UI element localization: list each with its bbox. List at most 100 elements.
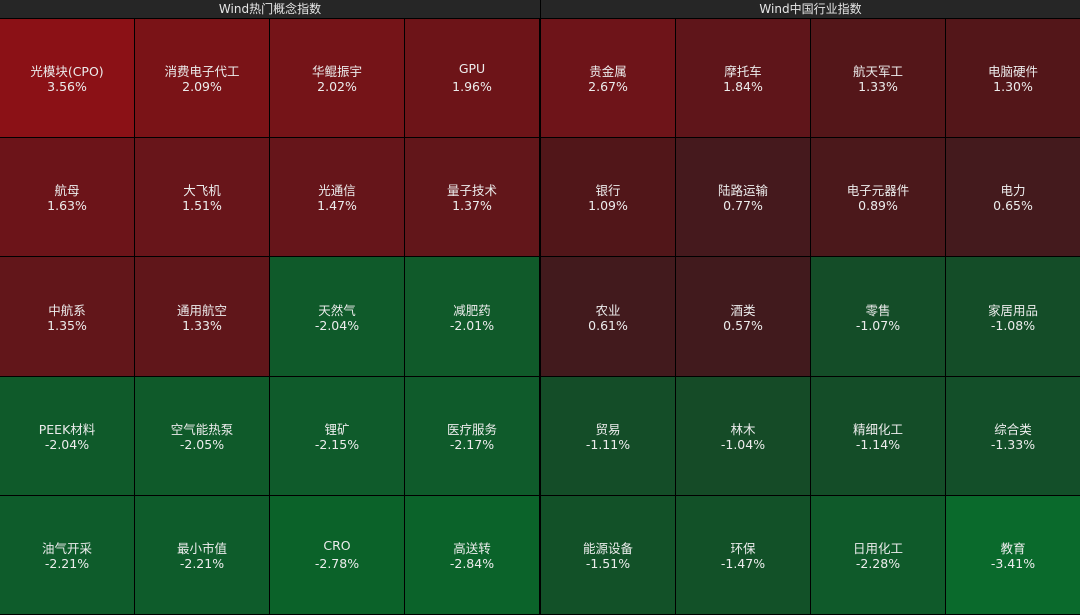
tile-name: 减肥药 <box>453 302 491 318</box>
tile-name: PEEK材料 <box>38 422 96 437</box>
tile-name: 中航系 <box>48 302 86 318</box>
tile-change: -2.15% <box>314 437 360 452</box>
tile-change: -1.14% <box>855 437 901 452</box>
heatmap-tile: 最小市值 -2.21% <box>135 496 270 615</box>
heatmap-tile: 光通信 1.47% <box>270 138 405 257</box>
tile-change: 0.61% <box>588 317 628 333</box>
heatmap-tile: 中航系 1.35% <box>0 257 135 377</box>
tile-change: 2.02% <box>317 79 357 94</box>
heatmap-tile: 锂矿 -2.15% <box>270 377 405 496</box>
heatmap-tile: 家居用品 -1.08% <box>946 257 1080 377</box>
tile-name: 电力 <box>1000 183 1026 198</box>
heatmap-tile: PEEK材料 -2.04% <box>0 377 135 496</box>
tile-change: -3.41% <box>990 556 1036 571</box>
tile-name: 能源设备 <box>582 541 633 556</box>
tile-name: 贵金属 <box>589 64 627 79</box>
tile-name: 锂矿 <box>324 422 350 437</box>
heatmap-panel: Wind热门概念指数 光模块(CPO) 3.56% 消费电子代工 2.09% 华鲲振宇 2.… <box>0 0 541 615</box>
tile-name: 量子技术 <box>446 183 497 198</box>
heatmap-tile: 医疗服务 -2.17% <box>405 377 540 496</box>
tile-name: 林木 <box>730 422 756 437</box>
heatmap-tile: 减肥药 -2.01% <box>405 257 540 377</box>
heatmap-tile: 陆路运输 0.77% <box>676 138 811 257</box>
heatmap-tile: 空气能热泵 -2.05% <box>135 377 270 496</box>
tile-change: 3.56% <box>47 79 87 94</box>
heatmap-tile: 高送转 -2.84% <box>405 496 540 615</box>
tile-name: 精细化工 <box>852 422 903 437</box>
tile-change: -1.47% <box>720 556 766 571</box>
heatmap-tile: 消费电子代工 2.09% <box>135 19 270 138</box>
tile-change: -2.17% <box>449 437 495 452</box>
tile-change: -2.01% <box>449 317 495 333</box>
tile-name: 华鲲振宇 <box>311 64 362 79</box>
tile-name: 酒类 <box>730 302 756 318</box>
tile-change: -2.21% <box>44 556 90 571</box>
panel-title: Wind热门概念指数 <box>0 0 540 18</box>
tile-name: 日用化工 <box>852 541 903 556</box>
heatmap-tile: 电力 0.65% <box>946 138 1080 257</box>
heatmap-tile: 日用化工 -2.28% <box>811 496 946 615</box>
tile-name: 通用航空 <box>176 302 227 318</box>
tile-name: 综合类 <box>994 422 1032 437</box>
tile-name: 空气能热泵 <box>170 422 234 437</box>
tile-change: 1.30% <box>993 79 1033 94</box>
heatmap-tile: 油气开采 -2.21% <box>0 496 135 615</box>
heatmap-tile: 贸易 -1.11% <box>541 377 676 496</box>
tile-name: 大飞机 <box>183 183 221 198</box>
tile-change: -2.04% <box>44 437 90 452</box>
heatmap-tile: 航天军工 1.33% <box>811 19 946 138</box>
tile-change: -2.84% <box>449 556 495 571</box>
heatmap-tile: 电子元器件 0.89% <box>811 138 946 257</box>
tile-name: 零售 <box>865 302 891 318</box>
tile-change: 0.65% <box>993 198 1033 213</box>
tile-change: 2.09% <box>182 79 222 94</box>
heatmap-tile: 环保 -1.47% <box>676 496 811 615</box>
heatmap-tile: 综合类 -1.33% <box>946 377 1080 496</box>
tile-name: 银行 <box>595 183 621 198</box>
heatmap-tile: GPU 1.96% <box>405 19 540 138</box>
heatmap-tile: 教育 -3.41% <box>946 496 1080 615</box>
tile-name: CRO <box>323 538 351 553</box>
tile-name: 教育 <box>1000 541 1026 556</box>
tile-name: 光模块(CPO) <box>30 64 104 79</box>
heatmap-tile: 天然气 -2.04% <box>270 257 405 377</box>
tile-change: -2.21% <box>179 556 225 571</box>
tile-change: 0.57% <box>723 317 763 333</box>
tile-change: 2.67% <box>588 79 628 94</box>
tile-change: -2.78% <box>314 556 360 571</box>
tile-change: 1.63% <box>47 198 87 213</box>
tile-name: GPU <box>458 61 486 76</box>
tile-name: 天然气 <box>318 302 356 318</box>
tile-change: -1.08% <box>990 317 1036 333</box>
heatmap-tile: 摩托车 1.84% <box>676 19 811 138</box>
tile-change: -1.11% <box>585 437 631 452</box>
tile-change: 1.09% <box>588 198 628 213</box>
heatmap-tile: 林木 -1.04% <box>676 377 811 496</box>
tile-change: 1.33% <box>182 317 222 333</box>
tile-change: -2.28% <box>855 556 901 571</box>
tile-name: 陆路运输 <box>717 183 768 198</box>
heatmap-tile: 电脑硬件 1.30% <box>946 19 1080 138</box>
tile-change: 0.77% <box>723 198 763 213</box>
tile-change: 1.35% <box>47 317 87 333</box>
tile-name: 电子元器件 <box>846 183 910 198</box>
heatmap-tile: 航母 1.63% <box>0 138 135 257</box>
tile-change: 1.33% <box>858 79 898 94</box>
tile-name: 摩托车 <box>724 64 762 79</box>
heatmap-tile: 酒类 0.57% <box>676 257 811 377</box>
tile-change: 1.47% <box>317 198 357 213</box>
tile-change: -2.04% <box>314 317 360 333</box>
tile-name: 光通信 <box>318 183 356 198</box>
tile-change: 1.96% <box>452 79 492 94</box>
heatmap-tile: 光模块(CPO) 3.56% <box>0 19 135 138</box>
tile-change: 0.89% <box>858 198 898 213</box>
tile-name: 电脑硬件 <box>987 64 1038 79</box>
heatmap-tile: 量子技术 1.37% <box>405 138 540 257</box>
tile-name: 医疗服务 <box>446 422 497 437</box>
tile-name: 最小市值 <box>176 541 227 556</box>
tile-name: 油气开采 <box>41 541 92 556</box>
tile-change: -1.04% <box>720 437 766 452</box>
tile-name: 环保 <box>730 541 756 556</box>
heatmap-tile: CRO -2.78% <box>270 496 405 615</box>
